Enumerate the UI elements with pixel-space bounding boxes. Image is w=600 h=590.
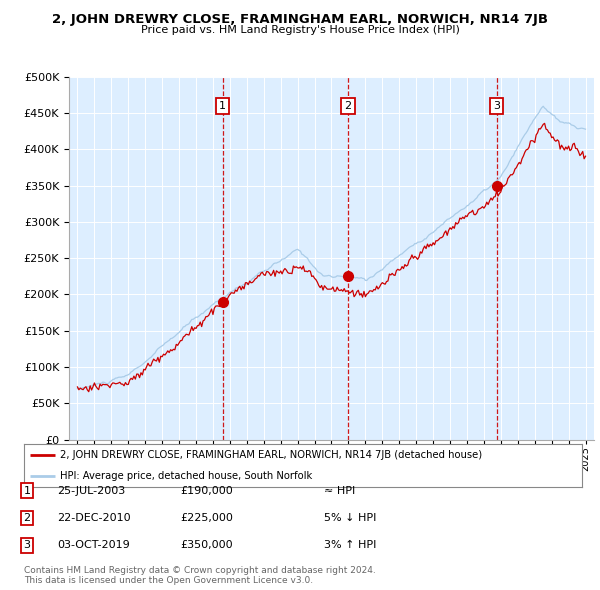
Text: £190,000: £190,000 [180, 486, 233, 496]
Text: 5% ↓ HPI: 5% ↓ HPI [324, 513, 376, 523]
Text: 2, JOHN DREWRY CLOSE, FRAMINGHAM EARL, NORWICH, NR14 7JB: 2, JOHN DREWRY CLOSE, FRAMINGHAM EARL, N… [52, 13, 548, 26]
Text: Contains HM Land Registry data © Crown copyright and database right 2024.: Contains HM Land Registry data © Crown c… [24, 566, 376, 575]
Text: This data is licensed under the Open Government Licence v3.0.: This data is licensed under the Open Gov… [24, 576, 313, 585]
Text: 3: 3 [493, 101, 500, 111]
Text: 3: 3 [23, 540, 31, 550]
Text: Price paid vs. HM Land Registry's House Price Index (HPI): Price paid vs. HM Land Registry's House … [140, 25, 460, 35]
Text: HPI: Average price, detached house, South Norfolk: HPI: Average price, detached house, Sout… [60, 471, 313, 481]
Text: ≈ HPI: ≈ HPI [324, 486, 355, 496]
Text: 1: 1 [219, 101, 226, 111]
Text: 2, JOHN DREWRY CLOSE, FRAMINGHAM EARL, NORWICH, NR14 7JB (detached house): 2, JOHN DREWRY CLOSE, FRAMINGHAM EARL, N… [60, 450, 482, 460]
Text: 2: 2 [344, 101, 352, 111]
Text: 03-OCT-2019: 03-OCT-2019 [57, 540, 130, 550]
Text: 22-DEC-2010: 22-DEC-2010 [57, 513, 131, 523]
Text: 25-JUL-2003: 25-JUL-2003 [57, 486, 125, 496]
Text: 3% ↑ HPI: 3% ↑ HPI [324, 540, 376, 550]
Text: £225,000: £225,000 [180, 513, 233, 523]
Text: 2: 2 [23, 513, 31, 523]
Text: 1: 1 [23, 486, 31, 496]
Text: £350,000: £350,000 [180, 540, 233, 550]
